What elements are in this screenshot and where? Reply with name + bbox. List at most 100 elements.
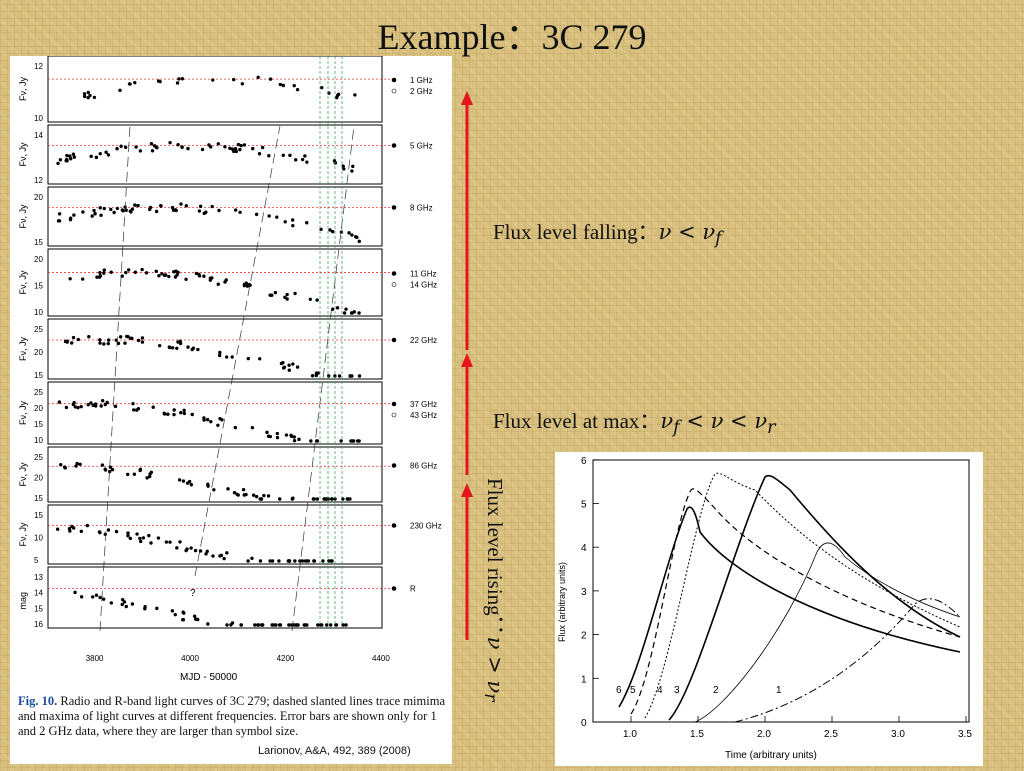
panel-frame: [47, 504, 383, 565]
data-point: [157, 274, 161, 278]
legend-marker: [391, 337, 397, 343]
x-axis-label: MJD - 50000: [180, 672, 238, 683]
panel-tick-label: 12: [34, 62, 43, 71]
data-point: [194, 271, 199, 276]
data-point: [98, 530, 102, 535]
data-point: [149, 142, 154, 146]
data-point: [244, 492, 248, 497]
data-point: [330, 559, 334, 563]
panel-tick-label: 25: [34, 453, 43, 462]
data-point: [167, 345, 172, 350]
legend-marker: [391, 282, 397, 287]
data-point: [79, 529, 84, 534]
data-point: [99, 213, 103, 217]
data-point: [293, 291, 297, 296]
data-point: [143, 607, 147, 611]
data-point: [310, 374, 315, 378]
data-point: [155, 606, 159, 611]
data-point: [160, 272, 164, 276]
annotation-rising: Flux level rising：ν > νr: [480, 478, 508, 702]
data-point: [330, 229, 335, 234]
arrow-rising-head: [461, 483, 473, 497]
data-point: [106, 341, 110, 346]
data-point: [258, 357, 262, 361]
data-point: [179, 202, 183, 206]
data-point: [254, 212, 259, 217]
data-point: [292, 83, 296, 88]
data-point: [291, 223, 295, 228]
data-point: [186, 146, 190, 151]
data-point: [168, 540, 172, 544]
data-point: [190, 412, 194, 417]
data-point: [258, 497, 262, 501]
legend-marker: [391, 77, 397, 83]
data-point: [177, 478, 182, 482]
light-curve-figure: Fν, Jy 12 10 1 GHz 2 GHz Fν, Jy 14 12 5 GHz Fν, J…: [10, 55, 452, 764]
data-point: [240, 82, 245, 86]
model-x-tick-label: 1.0: [623, 729, 637, 740]
model-curve-6: [618, 506, 961, 708]
data-point: [73, 405, 77, 409]
panel-tick-label: 20: [34, 404, 43, 413]
data-point: [295, 87, 300, 92]
data-point: [211, 554, 215, 558]
data-point: [328, 623, 333, 627]
data-point: [113, 404, 118, 409]
data-point: [68, 277, 72, 281]
data-point: [193, 548, 198, 553]
data-point: [292, 438, 297, 443]
data-point: [339, 439, 343, 443]
data-point: [357, 239, 361, 244]
data-point: [101, 597, 106, 601]
model-y-tick-label: 2: [581, 631, 587, 642]
data-point: [217, 208, 221, 213]
data-point: [287, 368, 291, 372]
caption-label: Fig. 10.: [18, 694, 58, 708]
data-point: [275, 435, 280, 440]
data-point: [171, 208, 176, 213]
x-tick-label: 4000: [181, 654, 199, 663]
data-point: [184, 204, 189, 208]
data-point: [126, 472, 130, 477]
data-point: [200, 147, 205, 152]
data-point: [270, 623, 274, 627]
data-point: [230, 355, 234, 359]
data-point: [170, 609, 175, 613]
data-point: [70, 341, 74, 345]
data-point: [176, 270, 180, 275]
data-point: [208, 145, 213, 149]
model-y-tick-label: 0: [581, 718, 587, 729]
data-point: [347, 231, 351, 235]
data-point: [324, 497, 329, 501]
trend-line: [99, 125, 131, 632]
data-point: [138, 468, 142, 473]
data-point: [248, 283, 252, 287]
data-point: [91, 595, 95, 599]
data-point: [176, 143, 180, 147]
data-point: [129, 210, 133, 214]
data-point: [312, 559, 317, 563]
data-point: [147, 474, 152, 479]
data-point: [351, 439, 356, 443]
data-point: [172, 412, 176, 417]
data-point: [281, 366, 286, 370]
data-point: [254, 494, 259, 499]
data-point: [73, 590, 77, 595]
data-point: [357, 311, 361, 315]
panel-y-label: Fν, Jy: [18, 462, 28, 486]
trend-line: [291, 125, 355, 632]
data-point: [290, 218, 295, 222]
panel-legend: 86 GHz: [410, 462, 437, 471]
data-point: [173, 612, 177, 617]
data-point: [292, 623, 296, 627]
data-point: [100, 463, 105, 467]
data-point: [268, 434, 273, 439]
data-point: [82, 92, 87, 96]
data-point: [55, 527, 60, 531]
data-point: [266, 494, 271, 498]
data-point: [231, 77, 236, 82]
panel-tick-label: 25: [34, 388, 43, 397]
data-point: [242, 283, 247, 288]
data-point: [335, 306, 340, 310]
